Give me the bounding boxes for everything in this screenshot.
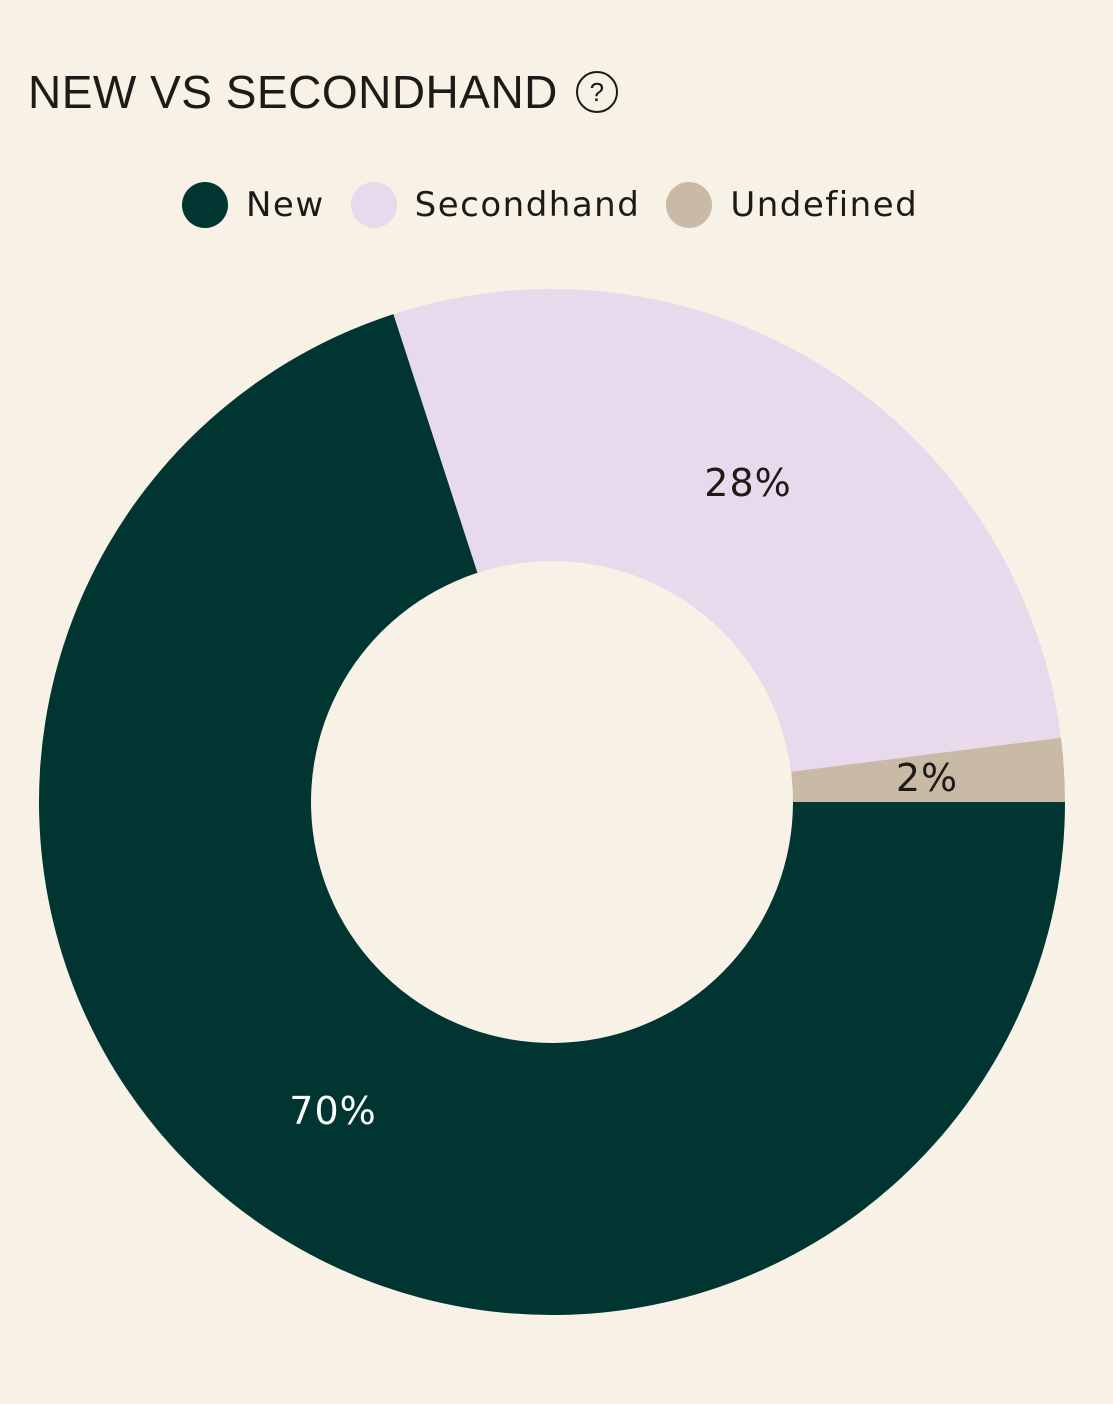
legend-swatch-undefined [666, 182, 713, 228]
slice-label-undefined: 2% [896, 756, 958, 800]
chart-header: NEW VS SECONDHAND ? [28, 62, 618, 122]
legend-swatch-secondhand [350, 182, 397, 228]
chart-title: NEW VS SECONDHAND [28, 66, 558, 118]
legend-label-new: New [246, 185, 325, 225]
slice-undefined[interactable] [791, 737, 1065, 802]
slice-label-secondhand: 28% [704, 461, 791, 505]
legend-item-undefined[interactable]: Undefined [666, 182, 918, 228]
chart-legend: New Secondhand Undefined [182, 180, 944, 230]
legend-label-undefined: Undefined [730, 185, 919, 225]
question-circle-icon[interactable]: ? [575, 71, 618, 113]
slice-new[interactable] [38, 314, 1065, 1315]
slice-label-new: 70% [289, 1089, 376, 1133]
legend-item-new[interactable]: New [182, 182, 325, 228]
legend-swatch-new [182, 182, 228, 228]
legend-item-secondhand[interactable]: Secondhand [350, 182, 641, 228]
legend-label-secondhand: Secondhand [414, 185, 641, 225]
slice-secondhand[interactable] [393, 289, 1061, 772]
